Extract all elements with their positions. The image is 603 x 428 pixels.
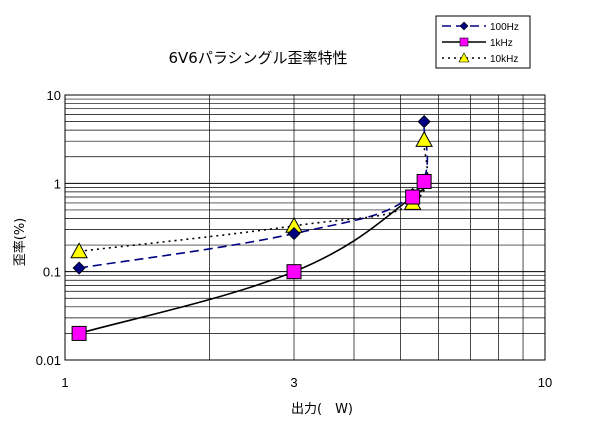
y-tick-label: 0.01 (36, 353, 61, 368)
data-marks (70, 115, 433, 341)
y-tick-label: 1 (54, 176, 61, 191)
plot-area: 0.01 0.1 1 10 1 3 10 (36, 88, 553, 390)
legend-marker-10kHz (458, 52, 470, 63)
y-axis-label: 歪率(%) (12, 218, 28, 267)
legend-label-10kHz: 10kHz (490, 54, 518, 65)
data-point-10kHz (70, 242, 88, 259)
legend-marker-1kHz (459, 37, 469, 47)
plot-border (64, 94, 546, 361)
data-point-100Hz (72, 261, 86, 275)
data-point-1kHz (286, 264, 302, 280)
chart-title: 6V6パラシングル歪率特性 (168, 49, 347, 67)
x-tick-label: 1 (61, 375, 68, 390)
data-point-10kHz (415, 130, 433, 147)
y-tick-label: 10 (47, 88, 61, 103)
x-axis-label: 出力( W) (291, 402, 353, 417)
data-point-100Hz (417, 115, 431, 129)
legend-marker-100Hz (459, 21, 469, 31)
x-tick-label: 10 (538, 375, 552, 390)
series-line-100Hz (78, 121, 429, 269)
legend-label-100Hz: 100Hz (490, 22, 519, 33)
legend: 100Hz 1kHz 10kHz (435, 15, 531, 69)
data-point-1kHz (416, 173, 432, 189)
legend-label-1kHz: 1kHz (490, 38, 513, 49)
data-point-1kHz (405, 189, 421, 205)
y-tick-label: 0.1 (43, 265, 61, 280)
data-point-100Hz (287, 226, 301, 241)
data-point-1kHz (71, 325, 87, 341)
x-tick-label: 3 (290, 375, 297, 390)
